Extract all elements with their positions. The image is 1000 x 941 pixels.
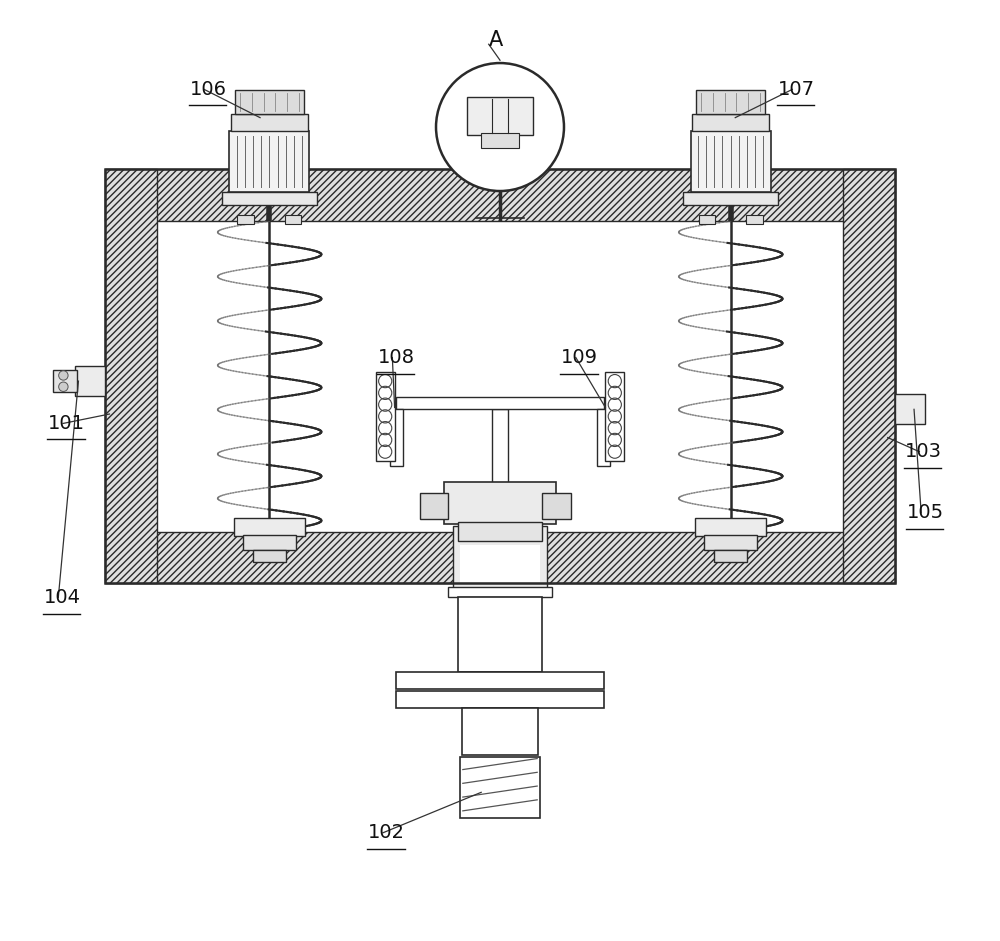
Bar [895, 394, 925, 424]
Bar [75, 366, 105, 396]
Bar [605, 372, 624, 461]
Bar [222, 192, 317, 205]
Bar [376, 372, 395, 461]
Bar [696, 90, 765, 114]
Bar [157, 221, 843, 532]
Text: 101: 101 [48, 414, 85, 433]
Bar [467, 97, 533, 135]
Bar [105, 169, 157, 583]
Bar [843, 169, 895, 583]
Bar [481, 133, 519, 148]
Bar [390, 409, 403, 466]
Text: 103: 103 [905, 442, 942, 461]
Text: 109: 109 [561, 348, 598, 367]
Bar [396, 672, 604, 689]
Bar [453, 526, 547, 589]
Bar [229, 131, 309, 192]
Bar [444, 482, 556, 524]
Bar [460, 757, 540, 818]
Bar [492, 409, 508, 513]
Bar [285, 215, 301, 224]
Bar [597, 409, 610, 466]
Bar [396, 691, 604, 708]
Bar [105, 532, 895, 583]
Bar [699, 215, 715, 224]
Bar [237, 215, 254, 224]
Bar [105, 169, 895, 221]
Circle shape [59, 371, 68, 380]
Text: 105: 105 [907, 503, 944, 522]
Bar [53, 370, 77, 392]
Circle shape [436, 63, 564, 191]
Bar [746, 215, 763, 224]
Bar [691, 131, 771, 192]
Text: 106: 106 [189, 80, 226, 99]
Bar [253, 550, 286, 562]
Bar [462, 708, 538, 755]
Bar [458, 597, 542, 672]
Bar [692, 114, 769, 131]
Bar [105, 169, 895, 583]
Bar [683, 192, 778, 205]
Bar [420, 493, 448, 519]
Text: 102: 102 [368, 823, 405, 842]
Bar [448, 587, 552, 597]
Bar [460, 546, 540, 582]
Text: A: A [489, 29, 503, 50]
Bar [235, 90, 304, 114]
Text: 104: 104 [44, 588, 81, 607]
Text: 108: 108 [378, 348, 415, 367]
Bar [243, 535, 296, 550]
Bar [704, 535, 757, 550]
Bar [231, 114, 308, 131]
Bar [234, 518, 305, 536]
Bar [396, 397, 604, 409]
Bar [542, 493, 571, 519]
Circle shape [59, 382, 68, 391]
Text: 107: 107 [778, 80, 815, 99]
Bar [695, 518, 766, 536]
Bar [714, 550, 747, 562]
Bar [458, 522, 542, 541]
